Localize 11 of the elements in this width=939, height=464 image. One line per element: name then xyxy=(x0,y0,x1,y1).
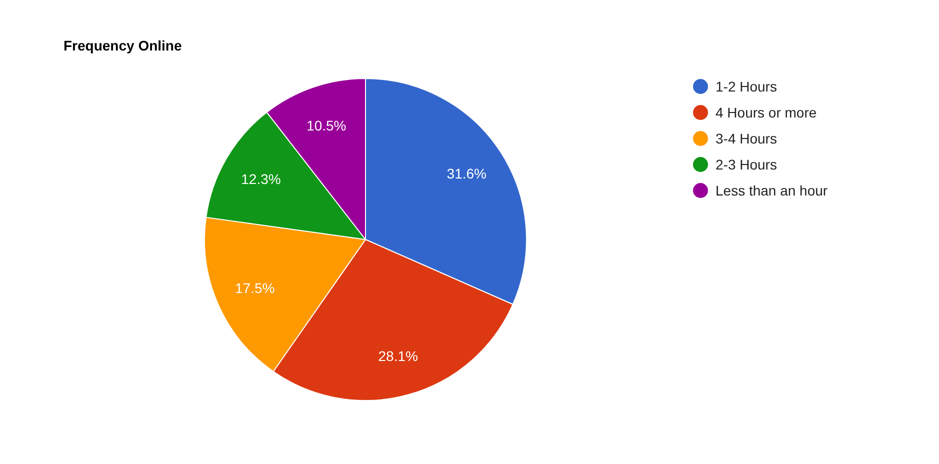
chart-title: Frequency Online xyxy=(64,38,182,54)
legend-label: Less than an hour xyxy=(716,182,828,198)
data-label: 17.5% xyxy=(234,280,275,296)
legend-label: 4 Hours or more xyxy=(716,104,817,120)
data-label: 31.6% xyxy=(446,166,486,182)
data-label: 28.1% xyxy=(378,348,418,364)
data-label: 12.3% xyxy=(241,171,281,188)
legend-label: 2-3 Hours xyxy=(716,156,777,172)
legend-label: 1-2 Hours xyxy=(716,78,777,94)
data-label: 10.5% xyxy=(306,117,346,134)
legend-label: 3-4 Hours xyxy=(716,130,777,146)
